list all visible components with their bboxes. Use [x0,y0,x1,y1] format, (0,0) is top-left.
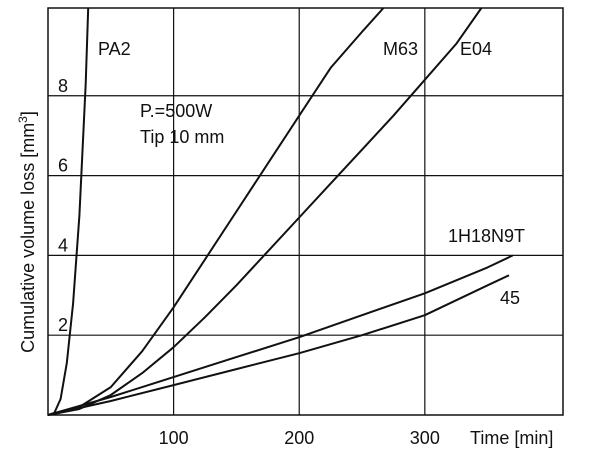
series-line-1h18n9t [47,254,514,416]
x-tick-label-300: 300 [410,428,440,448]
x-axis-label: Time [min] [470,428,553,448]
series-label-e04: E04 [460,39,492,59]
annotation-power: P.=500W [140,101,212,121]
series-label-pa2: PA2 [98,39,131,59]
series-line-m63 [47,7,385,416]
series-line-45 [47,274,510,416]
x-tick-labels: 100 200 300 [159,428,440,448]
y-axis-label: Cumulative volume loss [mm3] [16,111,38,353]
series-line-e04 [47,7,483,416]
y-tick-label-4: 4 [58,235,68,255]
y-tick-label-6: 6 [58,156,68,176]
series-line-pa2 [47,7,90,416]
y-tick-labels: 2 4 6 8 [58,76,68,335]
annotation-tip: Tip 10 mm [140,127,224,147]
plot-frame [47,7,564,416]
series-lines [47,7,514,416]
series-label-m63: M63 [383,39,418,59]
series-label-45: 45 [500,288,520,308]
x-tick-label-200: 200 [284,428,314,448]
series-label-1h18n9t: 1H18N9T [448,226,525,246]
y-tick-label-2: 2 [58,315,68,335]
x-tick-label-100: 100 [159,428,189,448]
grid [48,8,563,415]
y-tick-label-8: 8 [58,76,68,96]
